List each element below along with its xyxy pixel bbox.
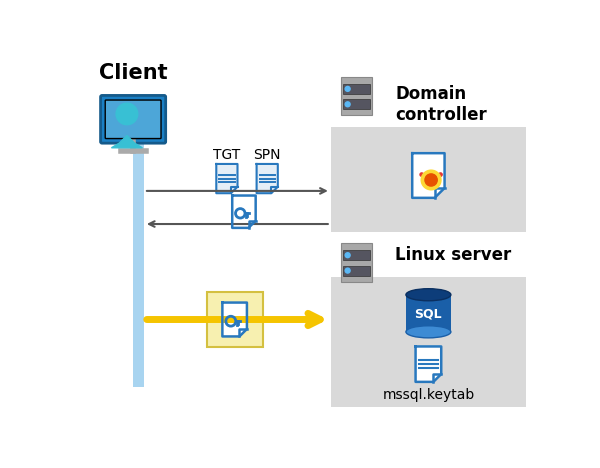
Circle shape: [345, 102, 350, 107]
Text: Linux server: Linux server: [395, 246, 511, 264]
Bar: [406, 304, 451, 313]
Circle shape: [345, 268, 350, 273]
Text: Domain
controller: Domain controller: [395, 86, 487, 124]
Bar: [341, 77, 372, 116]
Ellipse shape: [406, 289, 451, 301]
Text: SQL: SQL: [415, 307, 442, 320]
Bar: [331, 277, 526, 407]
Polygon shape: [232, 196, 256, 228]
Polygon shape: [112, 135, 142, 148]
Bar: [133, 139, 144, 387]
Bar: [207, 292, 263, 347]
Text: TGT: TGT: [213, 147, 241, 161]
Bar: [331, 127, 526, 232]
Polygon shape: [257, 164, 278, 193]
Polygon shape: [412, 153, 445, 198]
Circle shape: [425, 174, 437, 186]
FancyBboxPatch shape: [105, 100, 161, 139]
Bar: [341, 243, 372, 282]
Polygon shape: [416, 346, 441, 382]
Text: Client: Client: [99, 63, 167, 83]
FancyBboxPatch shape: [101, 95, 166, 143]
Circle shape: [116, 103, 138, 124]
Ellipse shape: [406, 326, 451, 338]
Polygon shape: [216, 164, 238, 193]
Circle shape: [345, 253, 350, 258]
Bar: [406, 295, 451, 332]
Bar: [343, 266, 370, 276]
Circle shape: [345, 87, 350, 91]
Text: SPN: SPN: [253, 147, 281, 161]
Circle shape: [421, 170, 441, 190]
Bar: [343, 250, 370, 260]
Text: mssql.keytab: mssql.keytab: [382, 388, 475, 402]
Bar: [343, 84, 370, 94]
Bar: [343, 99, 370, 110]
Polygon shape: [223, 302, 247, 336]
